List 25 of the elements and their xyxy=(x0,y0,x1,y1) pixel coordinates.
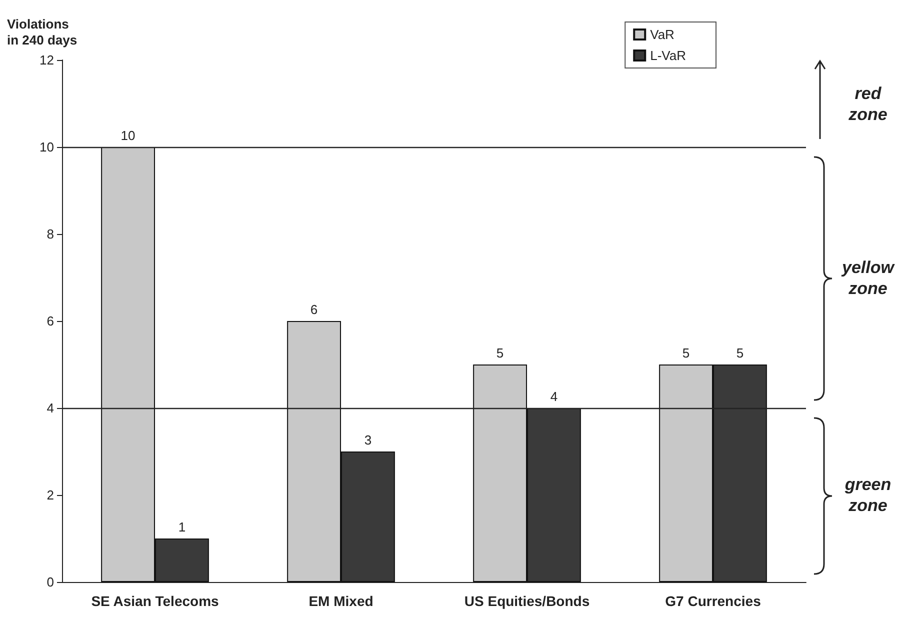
data-label: 6 xyxy=(310,302,318,317)
y-tick-label: 2 xyxy=(46,488,54,502)
data-label: 3 xyxy=(364,432,372,448)
text: red zone xyxy=(848,82,888,124)
data-label: 4 xyxy=(550,389,558,404)
y-tick-label: 12 xyxy=(40,52,54,68)
x-tick-label: EM Mixed xyxy=(308,593,374,609)
legend-label: VaR xyxy=(650,27,674,42)
y-axis-title: Violations in 240 days xyxy=(7,16,78,48)
y-tick-label: 10 xyxy=(40,140,54,154)
data-label: 10 xyxy=(120,128,136,143)
x-tick-label: G7 Currencies xyxy=(665,593,762,609)
y-tick-label: 8 xyxy=(46,226,54,242)
y-tick-label: 6 xyxy=(46,314,54,328)
data-label: 5 xyxy=(496,346,504,360)
y-tick-label: 0 xyxy=(46,574,54,590)
data-label: 5 xyxy=(682,346,690,360)
text: yellow zone xyxy=(840,256,896,298)
legend-label: L-VaR xyxy=(650,48,686,63)
text: green zone xyxy=(844,474,892,516)
x-tick-label: SE Asian Telecoms xyxy=(91,593,220,609)
data-label: 1 xyxy=(178,520,186,534)
data-label: 5 xyxy=(736,346,744,360)
x-tick-label: US Equities/Bonds xyxy=(464,593,590,609)
y-tick-label: 4 xyxy=(46,400,54,416)
